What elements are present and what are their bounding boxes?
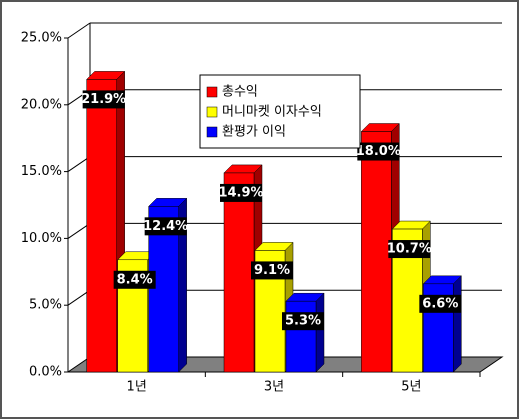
value-label-bg [82,90,125,109]
bar-side [315,292,325,373]
y-tick-label: 25.0% [21,31,62,46]
legend-label: 총수익 [222,85,258,100]
value-label-bg [113,270,156,289]
value-label-bg [388,240,431,259]
bar [86,79,117,373]
legend-box [199,74,361,149]
value-label: 10.7% [387,242,432,257]
x-tick-label: 5년 [401,380,421,395]
x-tick-label: 3년 [264,380,284,395]
value-label-bg [220,183,262,202]
bar [285,300,317,373]
grid-line [67,156,91,173]
value-label: 12.4% [143,219,188,234]
legend-swatch [206,106,218,118]
legend-label: 머니마켓 이자수익 [222,105,322,120]
value-label: 18.0% [356,144,401,159]
y-tick-label: 0.0% [29,365,62,380]
grid-line [67,222,91,239]
bar-side [453,275,462,373]
y-tick-label: 15.0% [21,164,62,179]
grid-line [67,22,91,39]
value-label-bg [282,312,324,331]
y-tick-label: 10.0% [21,231,62,246]
legend-label: 환평가 이익 [222,125,286,140]
y-tick-label: 20.0% [21,97,62,112]
value-label: 5.3% [285,314,321,329]
value-label-bg [419,294,462,313]
value-label-bg [144,217,187,236]
value-label: 21.9% [81,92,126,107]
value-label: 9.1% [254,263,290,278]
grid-line [67,289,91,306]
x-tick-label: 1년 [127,380,147,395]
bar [223,172,255,373]
value-label-bg [357,142,400,161]
legend-swatch [206,126,218,138]
value-label-bg [251,261,293,280]
bar [361,131,392,373]
y-tick-label: 5.0% [29,298,62,313]
value-label: 8.4% [117,272,153,287]
value-label: 6.6% [422,296,458,311]
value-label: 14.9% [218,185,263,200]
legend-swatch [206,86,218,98]
